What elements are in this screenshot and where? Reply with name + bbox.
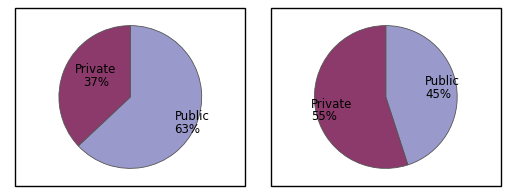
Text: 63%: 63% <box>175 123 201 136</box>
Text: 45%: 45% <box>425 88 451 101</box>
Wedge shape <box>59 26 130 146</box>
Text: Private: Private <box>75 63 117 76</box>
Wedge shape <box>386 26 457 165</box>
Wedge shape <box>314 26 408 168</box>
Text: Public: Public <box>175 111 210 124</box>
Text: 37%: 37% <box>83 76 109 89</box>
Text: Private: Private <box>311 98 352 111</box>
Text: 55%: 55% <box>311 111 337 124</box>
Wedge shape <box>78 26 202 168</box>
Text: Public: Public <box>425 75 460 88</box>
